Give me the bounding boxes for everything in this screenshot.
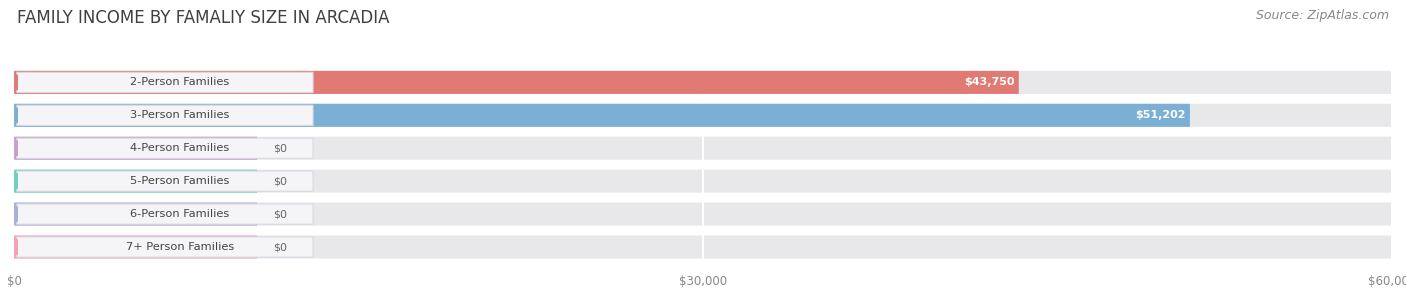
FancyBboxPatch shape	[17, 204, 314, 224]
FancyBboxPatch shape	[14, 170, 1392, 193]
Text: 7+ Person Families: 7+ Person Families	[125, 242, 233, 252]
Text: $43,750: $43,750	[965, 77, 1015, 88]
Text: $0: $0	[274, 209, 287, 219]
FancyBboxPatch shape	[14, 235, 257, 259]
Text: $51,202: $51,202	[1135, 110, 1185, 120]
FancyBboxPatch shape	[14, 235, 1392, 259]
FancyBboxPatch shape	[14, 71, 1019, 94]
Text: 6-Person Families: 6-Person Families	[131, 209, 229, 219]
FancyBboxPatch shape	[17, 237, 314, 257]
FancyBboxPatch shape	[17, 138, 314, 158]
FancyBboxPatch shape	[14, 203, 1392, 226]
FancyBboxPatch shape	[14, 104, 1189, 127]
FancyBboxPatch shape	[14, 71, 1392, 94]
Text: 4-Person Families: 4-Person Families	[131, 143, 229, 153]
FancyBboxPatch shape	[14, 137, 257, 160]
FancyBboxPatch shape	[14, 203, 257, 226]
FancyBboxPatch shape	[14, 137, 1392, 160]
FancyBboxPatch shape	[17, 72, 314, 92]
FancyBboxPatch shape	[14, 104, 1392, 127]
Text: $0: $0	[274, 176, 287, 186]
Text: $0: $0	[274, 242, 287, 252]
FancyBboxPatch shape	[17, 171, 314, 191]
Text: 5-Person Families: 5-Person Families	[131, 176, 229, 186]
Text: 2-Person Families: 2-Person Families	[131, 77, 229, 88]
Text: FAMILY INCOME BY FAMALIY SIZE IN ARCADIA: FAMILY INCOME BY FAMALIY SIZE IN ARCADIA	[17, 9, 389, 27]
FancyBboxPatch shape	[14, 170, 257, 193]
Text: Source: ZipAtlas.com: Source: ZipAtlas.com	[1256, 9, 1389, 22]
Text: 3-Person Families: 3-Person Families	[131, 110, 229, 120]
FancyBboxPatch shape	[17, 105, 314, 125]
Text: $0: $0	[274, 143, 287, 153]
